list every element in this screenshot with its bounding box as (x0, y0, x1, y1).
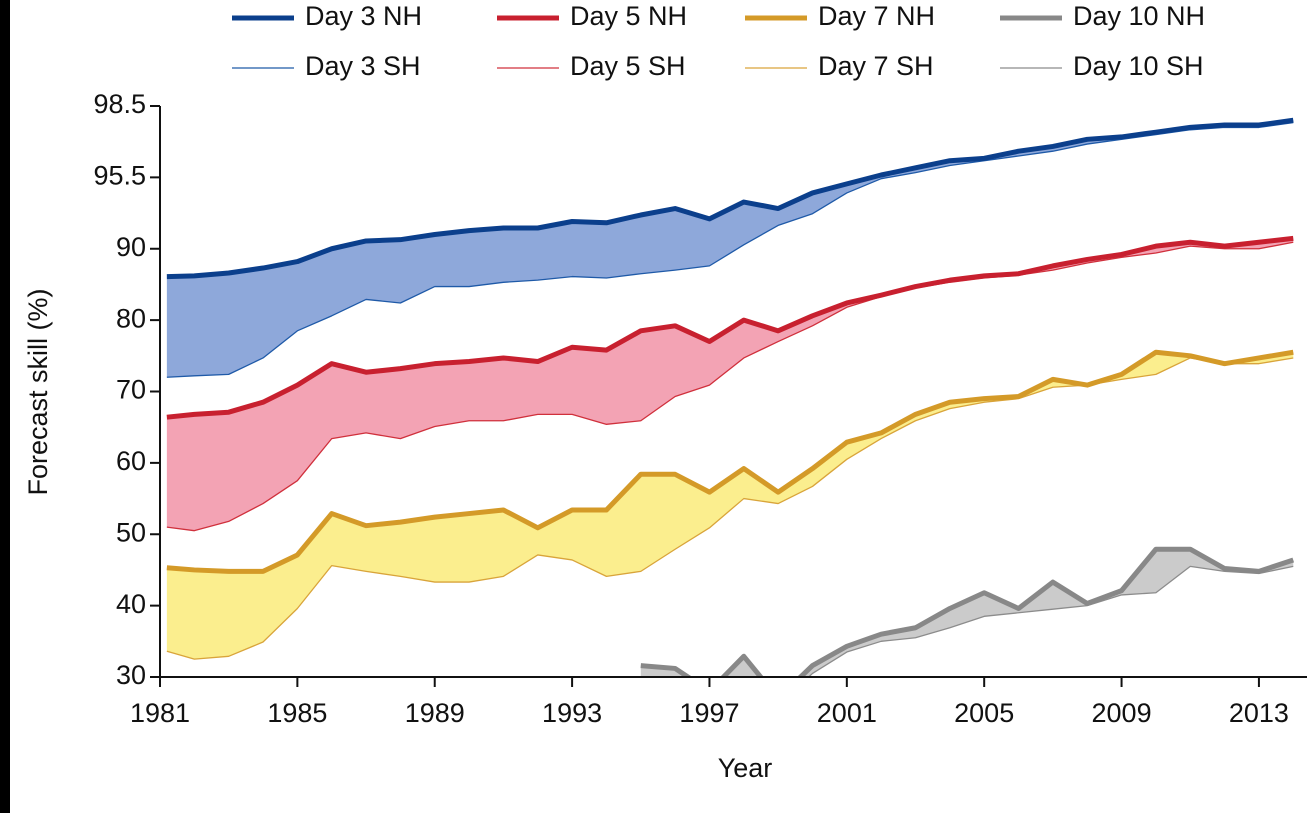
y-tick-label: 90 (116, 232, 146, 262)
y-tick-label: 60 (116, 446, 146, 476)
series-line (640, 546, 1295, 677)
y-tick-label: 40 (116, 589, 146, 619)
y-tick-label: 80 (116, 303, 146, 333)
axes: 30 40 50 60 70 80 90 95.5 98.5 1981 1985 1989 1993 19… (93, 89, 1307, 728)
y-tick-label: 70 (116, 375, 146, 405)
x-tick-label: 1997 (679, 698, 739, 728)
plot-area (166, 117, 1295, 677)
series-line (166, 122, 1294, 378)
y-tick-label: 95.5 (93, 161, 146, 191)
y-tick-label: 98.5 (93, 89, 146, 119)
x-tick-label: 2013 (1229, 698, 1289, 728)
x-tick-label: 2001 (817, 698, 877, 728)
band-fill (166, 352, 1294, 660)
y-axis-label: Forecast skill (%) (23, 288, 53, 495)
series-line (166, 349, 1294, 574)
x-tick-label: 1985 (267, 698, 327, 728)
series-line (166, 117, 1294, 280)
x-tick-label: 1993 (542, 698, 602, 728)
series-line (166, 241, 1294, 532)
legend-label: Day 7 NH (818, 1, 935, 31)
y-tick-label: 50 (116, 517, 146, 547)
x-axis-label: Year (718, 753, 773, 783)
legend-label: Day 3 NH (305, 1, 422, 31)
x-tick-label: 1981 (130, 698, 190, 728)
x-tick-label: 2005 (954, 698, 1014, 728)
y-tick-label: 30 (116, 660, 146, 690)
legend-label: Day 10 NH (1073, 1, 1205, 31)
band-fill (166, 120, 1294, 378)
series-line (673, 565, 1294, 677)
legend-label: Day 10 SH (1073, 51, 1204, 81)
legend-label: Day 7 SH (818, 51, 934, 81)
legend-label: Day 5 SH (570, 51, 686, 81)
band-fill (166, 238, 1294, 531)
series-line (166, 235, 1294, 420)
x-tick-label: 2009 (1092, 698, 1152, 728)
legend-label: Day 5 NH (570, 1, 687, 31)
x-tick-label: 1989 (405, 698, 465, 728)
legend-label: Day 3 SH (305, 51, 421, 81)
